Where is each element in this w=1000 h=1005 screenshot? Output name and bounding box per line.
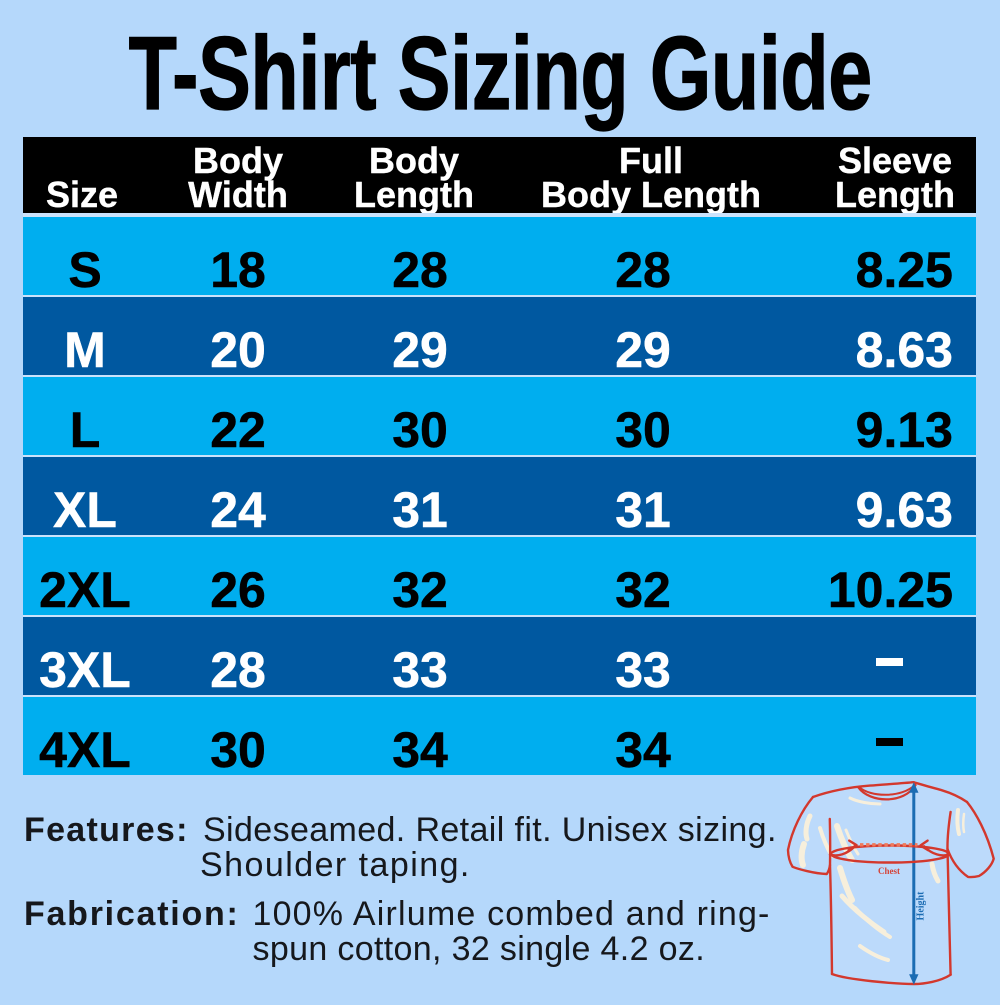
svg-text:Height: Height bbox=[916, 891, 927, 921]
svg-text:Chest: Chest bbox=[878, 866, 900, 876]
